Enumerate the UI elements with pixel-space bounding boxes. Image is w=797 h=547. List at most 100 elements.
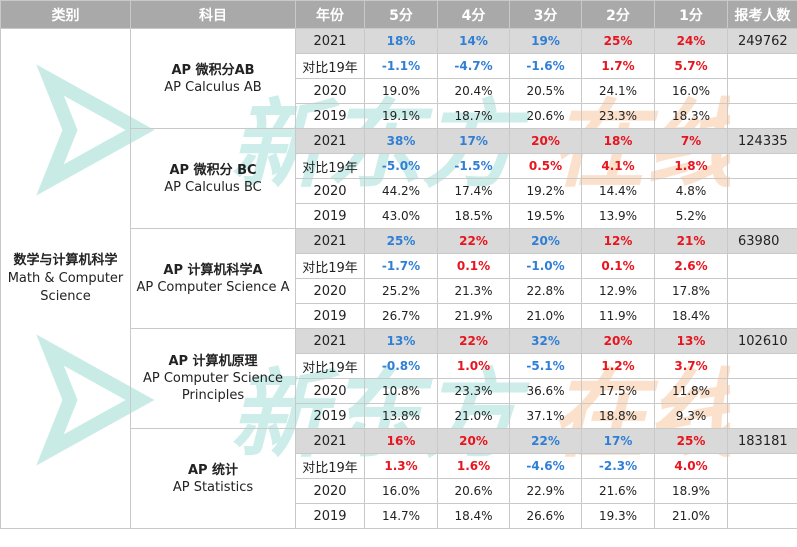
applicants-cell: [727, 278, 797, 304]
score-3-cell: 19.2%: [509, 178, 582, 204]
score-1-cell: 7%: [654, 128, 728, 154]
score-2-cell: 18.8%: [581, 403, 655, 429]
score-2-cell: 18%: [581, 128, 655, 154]
table-row: 2020 19.0% 20.4% 20.5% 24.1% 16.0%: [1, 78, 797, 104]
score-2-cell: 20%: [581, 328, 655, 354]
header-score-3: 3分: [509, 0, 582, 29]
score-3-cell: -5.1%: [509, 353, 582, 379]
applicants-cell: 249762: [727, 28, 797, 54]
applicants-cell: [727, 178, 797, 204]
score-4-cell: -1.5%: [437, 153, 510, 179]
subject-cell: AP 计算机原理 AP Computer Science Principles: [130, 328, 296, 429]
table-row: AP 计算机原理 AP Computer Science Principles 20…: [1, 328, 797, 429]
score-5-cell: 19.0%: [364, 78, 438, 104]
score-3-cell: -1.6%: [509, 53, 582, 79]
year-cell: 对比19年: [295, 253, 365, 279]
subject-name-en: AP Computer Science A: [136, 279, 290, 295]
score-1-cell: 3.7%: [654, 353, 728, 379]
score-2-cell: 1.2%: [581, 353, 655, 379]
score-2-cell: 24.1%: [581, 78, 655, 104]
header-year: 年份: [295, 0, 365, 29]
header-score-2: 2分: [581, 0, 655, 29]
score-4-cell: 1.6%: [437, 453, 510, 479]
subject-cell: AP 微积分AB AP Calculus AB: [130, 28, 296, 129]
subject-name-zh: AP 统计: [187, 462, 239, 478]
table-row: 2019 43.0% 18.5% 19.5% 13.9% 5.2%: [1, 203, 797, 229]
score-4-cell: 20.6%: [437, 478, 510, 504]
score-4-cell: 1.0%: [437, 353, 510, 379]
score-3-cell: 22.9%: [509, 478, 582, 504]
applicants-cell: [727, 353, 797, 379]
score-5-cell: -1.7%: [364, 253, 438, 279]
score-5-cell: 26.7%: [364, 303, 438, 329]
score-5-cell: 1.3%: [364, 453, 438, 479]
subject-cell: AP 统计 AP Statistics: [130, 428, 296, 529]
score-4-cell: 21.9%: [437, 303, 510, 329]
score-3-cell: 37.1%: [509, 403, 582, 429]
score-5-cell: 43.0%: [364, 203, 438, 229]
subject-cell: AP 微积分 BC AP Calculus BC: [130, 128, 296, 229]
score-4-cell: 17%: [437, 128, 510, 154]
category-name-en: Math & Computer Science: [7, 270, 124, 304]
score-1-cell: 1.8%: [654, 153, 728, 179]
applicants-cell: [727, 253, 797, 279]
table-row: 数学与计算机科学 Math & Computer Science AP 微积分AB A…: [0, 28, 797, 529]
applicants-cell: [727, 53, 797, 79]
subject-name-zh: AP 计算机科学A: [163, 262, 263, 278]
score-1-cell: 18.9%: [654, 478, 728, 504]
score-4-cell: 18.5%: [437, 203, 510, 229]
score-4-cell: 20%: [437, 428, 510, 454]
year-cell: 对比19年: [295, 353, 365, 379]
table-row: AP 微积分 BC AP Calculus BC 2021 38% 17% 20% 18% 7…: [1, 128, 797, 229]
score-3-cell: 20%: [509, 128, 582, 154]
score-5-cell: 13%: [364, 328, 438, 354]
header-score-4: 4分: [437, 0, 510, 29]
score-4-cell: 22%: [437, 328, 510, 354]
table-row: AP 统计 AP Statistics 2021 16% 20% 22% 17% 25% 183…: [1, 428, 797, 529]
applicants-cell: [727, 403, 797, 429]
score-1-cell: 21.0%: [654, 503, 728, 529]
score-2-cell: 19.3%: [581, 503, 655, 529]
header-row: 类别 科目 年份 5分 4分 3分 2分 1分 报考人数: [0, 0, 797, 29]
score-5-cell: 13.8%: [364, 403, 438, 429]
score-5-cell: 25.2%: [364, 278, 438, 304]
score-2-cell: 13.9%: [581, 203, 655, 229]
score-1-cell: 13%: [654, 328, 728, 354]
subject-name-en: AP Calculus BC: [164, 179, 262, 195]
applicants-cell: 183181: [727, 428, 797, 454]
year-cell: 2021: [295, 128, 365, 154]
subject-name-en: AP Computer Science Principles: [142, 371, 284, 403]
year-cell: 对比19年: [295, 453, 365, 479]
score-3-cell: 19%: [509, 28, 582, 54]
applicants-cell: [727, 378, 797, 404]
subject-name-zh: AP 微积分AB: [171, 62, 255, 78]
score-1-cell: 4.8%: [654, 178, 728, 204]
subject-name-en: AP Statistics: [172, 479, 254, 495]
year-cell: 2019: [295, 103, 365, 129]
score-3-cell: 21.0%: [509, 303, 582, 329]
score-1-cell: 24%: [654, 28, 728, 54]
score-5-cell: 19.1%: [364, 103, 438, 129]
score-3-cell: 20.5%: [509, 78, 582, 104]
score-2-cell: 17.5%: [581, 378, 655, 404]
header-score-1: 1分: [654, 0, 728, 29]
score-2-cell: 25%: [581, 28, 655, 54]
score-2-cell: 21.6%: [581, 478, 655, 504]
score-2-cell: 4.1%: [581, 153, 655, 179]
ap-score-table: 类别 科目 年份 5分 4分 3分 2分 1分 报考人数 数学与计算机科学 Mat…: [0, 0, 797, 529]
category-cell: 数学与计算机科学 Math & Computer Science: [0, 28, 131, 529]
year-cell: 对比19年: [295, 53, 365, 79]
score-2-cell: 11.9%: [581, 303, 655, 329]
applicants-cell: [727, 478, 797, 504]
category-name-zh: 数学与计算机科学: [13, 252, 118, 268]
score-1-cell: 5.7%: [654, 53, 728, 79]
year-cell: 2019: [295, 503, 365, 529]
applicants-cell: [727, 78, 797, 104]
year-cell: 2020: [295, 278, 365, 304]
score-1-cell: 2.6%: [654, 253, 728, 279]
table-row: 对比19年 -0.8% 1.0% -5.1% 1.2% 3.7%: [1, 353, 797, 379]
score-3-cell: 20.6%: [509, 103, 582, 129]
year-cell: 2019: [295, 403, 365, 429]
year-cell: 2020: [295, 78, 365, 104]
table-row: 2019 14.7% 18.4% 26.6% 19.3% 21.0%: [1, 503, 797, 529]
